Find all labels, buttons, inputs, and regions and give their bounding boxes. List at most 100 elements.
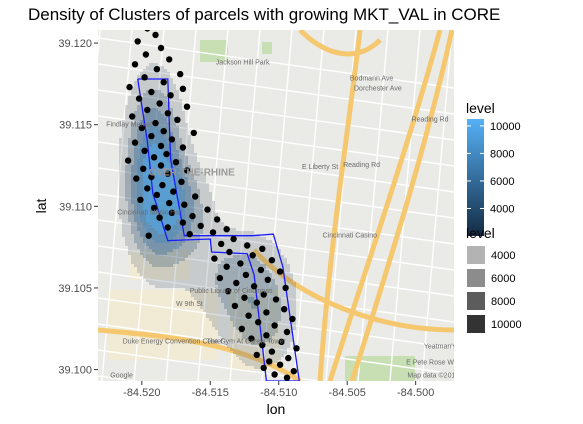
parcel-point xyxy=(140,166,146,172)
parcel-point xyxy=(135,38,141,44)
parcel-point xyxy=(170,188,176,194)
basemap-label: The Gym At Carew Tower xyxy=(206,339,286,346)
parcel-point xyxy=(180,86,186,92)
parcel-point xyxy=(243,272,249,278)
parcel-point xyxy=(263,309,269,315)
alpha-legend-items: 4000 6000 8000 10000 xyxy=(467,246,522,333)
parcel-point xyxy=(143,51,149,57)
parcel-point xyxy=(154,66,160,72)
chart-title: Density of Clusters of parcels with grow… xyxy=(28,5,500,24)
parcel-point xyxy=(159,182,165,188)
parcel-point xyxy=(204,206,210,212)
x-tick-label: -84.500 xyxy=(397,387,434,399)
parcel-point xyxy=(163,151,169,157)
parcel-point xyxy=(167,92,173,98)
parcel-point xyxy=(232,303,238,309)
parcel-point xyxy=(211,255,217,261)
alpha-legend-label: 10000 xyxy=(491,319,522,331)
basemap-label: Reading Rd xyxy=(412,116,449,123)
parcel-point xyxy=(126,84,132,90)
x-tick-label: -84.515 xyxy=(192,387,229,399)
parcel-point xyxy=(237,260,243,266)
fill-legend-label: 4000 xyxy=(490,203,514,215)
parcel-point xyxy=(144,107,150,113)
parcel-point xyxy=(254,352,260,358)
parcel-point xyxy=(154,192,160,198)
fill-legend-label: 8000 xyxy=(490,148,514,160)
parcel-point xyxy=(244,242,250,248)
fill-legend: level 10000800060004000 xyxy=(466,100,521,236)
parcel-point xyxy=(129,113,135,119)
parcel-point xyxy=(277,362,283,368)
y-tick-label: 39.115 xyxy=(59,120,92,132)
parcel-point xyxy=(166,56,172,62)
parcel-point xyxy=(261,365,267,371)
parcel-point xyxy=(282,285,288,291)
basemap-label: Cincinnati Music Hall xyxy=(117,210,182,217)
parcel-point xyxy=(178,179,184,185)
parcel-point xyxy=(189,213,195,219)
y-tick-label: 39.120 xyxy=(58,38,92,50)
parcel-point xyxy=(250,252,256,258)
x-tick-label: -84.510 xyxy=(260,387,297,399)
parcel-point xyxy=(156,100,162,106)
parcel-point xyxy=(192,193,198,199)
parcel-point xyxy=(169,136,175,142)
parcel-point xyxy=(144,25,150,31)
parcel-point xyxy=(266,358,272,364)
x-axis: -84.520 -84.515 -84.510 -84.505 -84.500 xyxy=(123,381,434,399)
parcel-point xyxy=(245,313,251,319)
basemap-label: Reading Rd xyxy=(343,162,380,169)
y-tick-label: 39.110 xyxy=(59,201,92,213)
parcel-point xyxy=(224,264,230,270)
parcel-point xyxy=(125,157,131,163)
parcel-point xyxy=(254,299,260,305)
parcel-point xyxy=(161,79,167,85)
parcel-point xyxy=(230,236,236,242)
parcel-point xyxy=(158,45,164,51)
parcel-point xyxy=(141,148,147,154)
y-axis: 39.10039.10539.11039.11539.120 xyxy=(58,38,98,377)
parcel-point xyxy=(152,32,158,38)
map-park xyxy=(262,42,272,54)
parcel-point xyxy=(284,329,290,335)
parcel-point xyxy=(269,257,275,263)
y-tick-label: 39.100 xyxy=(58,365,92,377)
parcel-point xyxy=(148,133,154,139)
parcel-point xyxy=(241,295,247,301)
alpha-legend: level 40006000800010000 xyxy=(466,225,522,333)
x-axis-label: lon xyxy=(267,401,286,417)
x-tick-label: -84.505 xyxy=(329,387,366,399)
parcel-point xyxy=(184,104,190,110)
parcel-point xyxy=(284,375,290,381)
parcel-point xyxy=(144,185,150,191)
fill-legend-colorbar xyxy=(467,119,484,236)
parcel-point xyxy=(137,197,143,203)
parcel-point xyxy=(214,216,220,222)
parcel-point xyxy=(217,275,223,281)
parcel-point xyxy=(174,117,180,123)
alpha-legend-label: 6000 xyxy=(491,273,515,285)
parcel-point xyxy=(132,61,138,67)
parcel-point xyxy=(210,229,216,235)
alpha-legend-swatch xyxy=(467,246,485,264)
parcel-point xyxy=(226,249,232,255)
parcel-point xyxy=(152,120,158,126)
parcel-point xyxy=(255,319,261,325)
basemap-label: Map data ©2017 Google xyxy=(407,372,483,380)
parcel-point xyxy=(180,144,186,150)
parcel-point xyxy=(165,110,171,116)
x-tick-label: -84.520 xyxy=(123,387,160,399)
parcel-point xyxy=(166,200,172,206)
basemap-label: Cincinnati Casino xyxy=(323,232,378,239)
parcel-point xyxy=(289,316,295,322)
basemap-label: E Pete Rose Way xyxy=(406,360,461,367)
basemap-label: Findlay Market xyxy=(106,121,152,128)
plot-panel: Jackson Hill Park Bodmann Ave Dorchester A… xyxy=(70,25,484,424)
alpha-legend-swatch xyxy=(467,315,485,333)
basemap-label: Google xyxy=(110,373,133,380)
alpha-legend-label: 4000 xyxy=(491,250,515,262)
alpha-legend-title: level xyxy=(466,225,495,241)
parcel-point xyxy=(277,268,283,274)
